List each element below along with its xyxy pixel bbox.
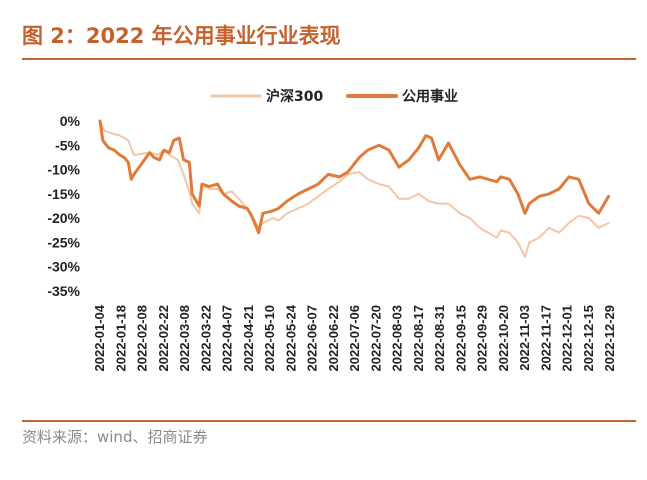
x-tick-label: 2022-01-18 <box>113 305 128 372</box>
x-tick-label: 2022-06-07 <box>305 305 320 372</box>
x-tick-label: 2022-05-24 <box>283 304 298 371</box>
y-tick-label: 0% <box>60 113 81 129</box>
series-line-1 <box>99 120 610 258</box>
series-line-2 <box>98 119 611 235</box>
x-tick-label: 2022-02-22 <box>156 305 171 372</box>
y-tick-label: -15% <box>47 186 80 202</box>
x-tick-label: 2022-02-08 <box>135 305 150 372</box>
x-tick-label: 2022-07-06 <box>347 305 362 372</box>
y-tick-label: -30% <box>47 259 80 275</box>
y-axis: 0% -5% -10% -15% -20% -25% -30% -35% <box>47 113 80 299</box>
legend-label: 沪深300 <box>266 88 323 105</box>
y-tick-label: -5% <box>55 137 80 153</box>
x-tick-label: 2022-09-15 <box>453 305 468 372</box>
x-tick-label: 2022-01-04 <box>92 304 107 371</box>
x-tick-label: 2022-08-31 <box>432 305 447 372</box>
title-rule <box>22 58 636 60</box>
y-tick-label: -35% <box>47 283 80 299</box>
series-layer <box>98 119 611 258</box>
x-tick-label: 2022-08-03 <box>390 305 405 372</box>
legend-label: 公用事业 <box>402 88 458 105</box>
source-note: 资料来源：wind、招商证券 <box>22 428 208 446</box>
chart-legend: 沪深300 公用事业 <box>210 88 458 105</box>
x-tick-label: 2022-08-17 <box>411 305 426 372</box>
figure-title: 图 2：2022 年公用事业行业表现 <box>22 24 341 48</box>
x-tick-label: 2022-03-22 <box>198 305 213 372</box>
y-tick-label: -20% <box>47 210 80 226</box>
x-tick-label: 2022-12-01 <box>560 305 575 372</box>
y-tick-label: -25% <box>47 234 80 250</box>
x-tick-label: 2022-04-21 <box>241 305 256 372</box>
x-tick-label: 2022-12-15 <box>581 305 596 372</box>
x-tick-label: 2022-07-20 <box>368 305 383 372</box>
x-tick-label: 2022-10-20 <box>496 305 511 372</box>
x-axis: 2022-01-04 2022-01-18 2022-02-08 2022-02-22… <box>92 304 617 371</box>
line-chart: 沪深300 公用事业 0%-5%-10%-15%-20%-25%-30%-35% … <box>47 88 617 372</box>
x-tick-label: 2022-04-07 <box>220 305 235 372</box>
x-tick-label: 2022-06-22 <box>326 305 341 372</box>
source-rule <box>22 420 636 422</box>
x-tick-label: 2022-11-03 <box>517 305 532 371</box>
x-tick-label: 2022-05-10 <box>262 305 277 372</box>
x-tick-label: 2022-09-29 <box>475 305 490 372</box>
x-tick-label: 2022-03-08 <box>177 305 192 372</box>
x-tick-label: 2022-12-29 <box>602 305 617 372</box>
y-tick-label: -10% <box>47 162 80 178</box>
x-tick-label: 2022-11-17 <box>538 305 553 371</box>
